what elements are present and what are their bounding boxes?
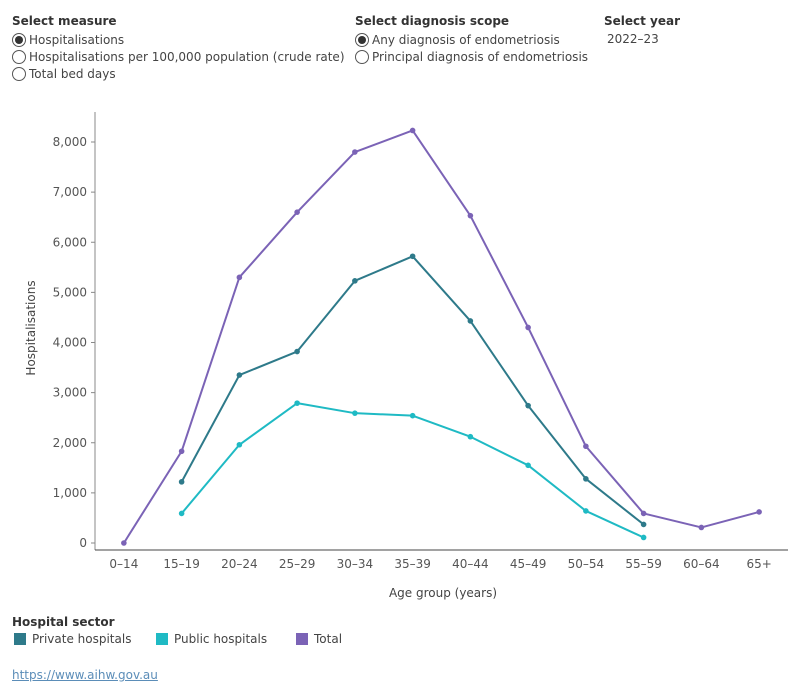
radio-icon[interactable] — [355, 32, 369, 47]
data-point[interactable] — [236, 372, 243, 378]
measure-option-label: Total bed days — [29, 66, 116, 81]
data-point[interactable] — [467, 212, 474, 219]
data-point[interactable] — [698, 524, 705, 531]
data-point[interactable] — [525, 402, 531, 409]
measure-option-bed-days[interactable]: Total bed days — [12, 65, 116, 82]
y-tick-label: 8,000 — [53, 135, 87, 149]
measure-control-title: Select measure — [12, 14, 117, 28]
legend-item-public[interactable]: Public hospitals — [156, 632, 267, 646]
data-point[interactable] — [178, 448, 185, 455]
scope-option-label: Principal diagnosis of endometriosis — [372, 49, 589, 64]
x-tick-label: 35–39 — [394, 557, 431, 571]
scope-control-title: Select diagnosis scope — [355, 14, 510, 28]
y-tick-label: 2,000 — [53, 436, 87, 450]
data-point[interactable] — [525, 462, 531, 469]
measure-option-label: Hospitalisations — [29, 32, 125, 47]
data-point[interactable] — [178, 510, 185, 517]
data-point[interactable] — [294, 400, 300, 406]
x-tick-label: 20–24 — [221, 557, 258, 571]
x-axis: 0–14 15–19 20–24 25–29 30–34 35–39 40–44 45–49 5… — [95, 549, 788, 571]
radio-icon[interactable] — [355, 49, 369, 64]
scope-option-principal[interactable]: Principal diagnosis of endometriosis — [355, 48, 588, 65]
y-tick-label: 7,000 — [53, 185, 87, 199]
x-tick-label: 45–49 — [510, 557, 547, 571]
year-selector-value[interactable]: 2022–23 — [607, 32, 659, 46]
data-point[interactable] — [583, 443, 589, 450]
legend-label: Public hospitals — [174, 632, 268, 646]
data-point[interactable] — [352, 278, 358, 284]
x-tick-label: 50–54 — [568, 557, 605, 571]
x-tick-label: 25–29 — [279, 557, 316, 571]
data-point[interactable] — [525, 324, 531, 331]
data-point[interactable] — [467, 318, 474, 324]
data-point[interactable] — [352, 410, 358, 416]
scope-option-label: Any diagnosis of endometriosis — [372, 32, 560, 47]
series-private-hospitals — [178, 253, 647, 528]
data-point[interactable] — [756, 509, 762, 515]
data-point[interactable] — [236, 441, 243, 448]
x-tick-label: 0–14 — [109, 557, 138, 571]
data-point[interactable] — [583, 476, 589, 482]
radio-icon[interactable] — [12, 49, 26, 64]
data-point[interactable] — [640, 521, 647, 528]
data-point[interactable] — [409, 127, 416, 134]
data-point[interactable] — [409, 253, 416, 260]
data-point[interactable] — [236, 274, 243, 281]
legend-item-total[interactable]: Total — [296, 632, 342, 646]
scope-option-any[interactable]: Any diagnosis of endometriosis — [355, 31, 560, 48]
y-axis-label: Hospitalisations — [24, 280, 38, 375]
legend-label: Private hospitals — [32, 632, 132, 646]
y-tick-label: 6,000 — [53, 235, 87, 249]
data-point[interactable] — [121, 540, 127, 546]
line-chart: 0 1,000 2,000 3,000 4,000 5,000 6,000 7,000 8,00… — [24, 112, 788, 600]
measure-option-crude-rate[interactable]: Hospitalisations per 100,000 population … — [12, 48, 345, 65]
data-point[interactable] — [294, 209, 300, 215]
measure-option-hospitalisations[interactable]: Hospitalisations — [12, 31, 124, 48]
data-point[interactable] — [640, 534, 647, 541]
x-tick-label: 15–19 — [163, 557, 200, 571]
y-axis: 0 1,000 2,000 3,000 4,000 5,000 6,000 7,000 8,00… — [53, 112, 96, 550]
measure-option-label: Hospitalisations per 100,000 population … — [29, 49, 345, 64]
y-tick-label: 3,000 — [53, 386, 87, 400]
legend-swatch — [156, 633, 168, 645]
radio-icon[interactable] — [12, 66, 26, 81]
legend-swatch — [296, 633, 308, 645]
data-point[interactable] — [640, 510, 647, 517]
data-point[interactable] — [583, 508, 589, 514]
y-tick-label: 0 — [79, 536, 87, 550]
radio-icon[interactable] — [12, 32, 26, 47]
data-point[interactable] — [467, 433, 474, 440]
data-point[interactable] — [352, 149, 358, 155]
y-tick-label: 5,000 — [53, 285, 87, 299]
legend-swatch — [14, 633, 26, 645]
x-axis-label: Age group (years) — [389, 586, 497, 600]
y-tick-label: 1,000 — [53, 486, 87, 500]
y-tick-label: 4,000 — [53, 336, 87, 350]
x-tick-label: 30–34 — [337, 557, 374, 571]
source-link[interactable]: https://www.aihw.gov.au — [12, 668, 158, 682]
x-tick-label: 60–64 — [683, 557, 720, 571]
data-point[interactable] — [294, 348, 300, 355]
series-line — [180, 255, 645, 526]
data-point[interactable] — [178, 479, 185, 485]
series-public-hospitals — [178, 400, 647, 541]
x-tick-label: 55–59 — [625, 557, 662, 571]
data-point[interactable] — [409, 412, 416, 419]
year-control-title: Select year — [604, 14, 681, 28]
x-tick-label: 40–44 — [452, 557, 489, 571]
series-layer — [121, 127, 762, 546]
legend-item-private[interactable]: Private hospitals — [14, 632, 131, 646]
x-tick-label: 65+ — [746, 557, 771, 571]
legend-label: Total — [314, 632, 343, 646]
series-total — [121, 127, 762, 546]
series-line — [123, 129, 760, 544]
legend-title: Hospital sector — [12, 615, 115, 629]
